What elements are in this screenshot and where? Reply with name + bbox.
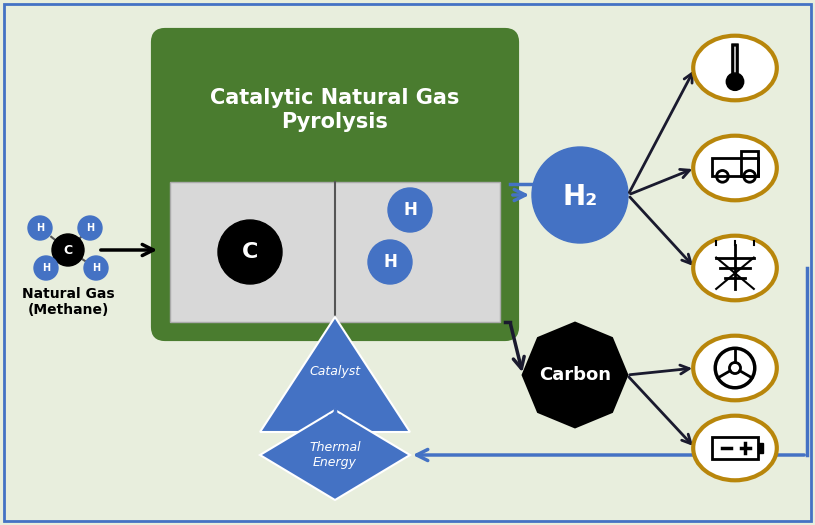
Text: H₂: H₂: [562, 183, 597, 211]
Text: H: H: [383, 253, 397, 271]
FancyBboxPatch shape: [170, 182, 500, 322]
FancyBboxPatch shape: [153, 30, 517, 189]
Text: H: H: [86, 223, 94, 233]
Text: H: H: [403, 201, 417, 219]
Ellipse shape: [694, 416, 777, 480]
Polygon shape: [260, 410, 410, 500]
FancyBboxPatch shape: [734, 46, 737, 73]
Circle shape: [532, 147, 628, 243]
Polygon shape: [523, 323, 627, 427]
Circle shape: [368, 240, 412, 284]
Ellipse shape: [694, 335, 777, 400]
Text: Catalytic Natural Gas
Pyrolysis: Catalytic Natural Gas Pyrolysis: [210, 88, 460, 132]
FancyBboxPatch shape: [153, 30, 517, 339]
Text: Carbon: Carbon: [539, 366, 611, 384]
Circle shape: [28, 216, 52, 240]
FancyBboxPatch shape: [732, 44, 738, 80]
Text: Catalyst: Catalyst: [310, 365, 360, 379]
Text: C: C: [242, 242, 258, 262]
FancyBboxPatch shape: [758, 443, 763, 453]
Text: C: C: [64, 244, 73, 257]
Circle shape: [84, 256, 108, 280]
Circle shape: [34, 256, 58, 280]
Ellipse shape: [694, 236, 777, 300]
Circle shape: [52, 234, 84, 266]
Circle shape: [78, 216, 102, 240]
Text: H: H: [92, 263, 100, 273]
Text: H: H: [42, 263, 50, 273]
Text: H: H: [36, 223, 44, 233]
Ellipse shape: [694, 36, 777, 100]
Circle shape: [725, 72, 744, 91]
Text: Thermal
Energy: Thermal Energy: [309, 441, 361, 469]
Ellipse shape: [694, 135, 777, 201]
Circle shape: [218, 220, 282, 284]
Circle shape: [388, 188, 432, 232]
Polygon shape: [260, 317, 410, 432]
Text: Natural Gas
(Methane): Natural Gas (Methane): [22, 287, 114, 317]
